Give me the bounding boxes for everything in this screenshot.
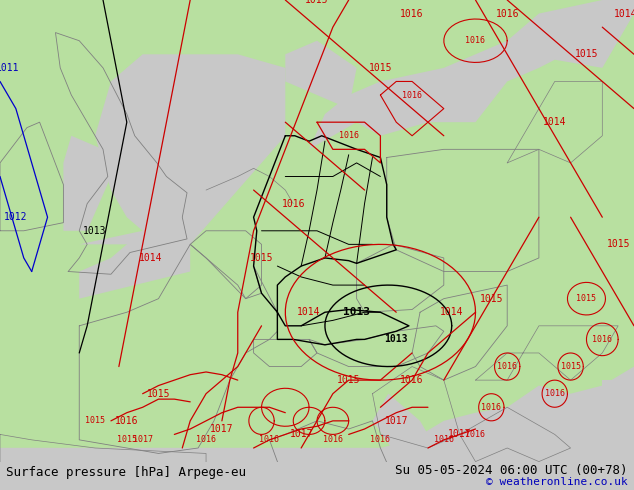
Text: 1015: 1015 [117,435,137,444]
Text: 1016: 1016 [339,131,359,140]
Text: 1016: 1016 [323,435,343,444]
Text: 1016: 1016 [465,430,486,439]
Text: 1013: 1013 [343,307,370,317]
Text: 1016: 1016 [497,362,517,371]
Polygon shape [269,421,412,490]
Text: 1016: 1016 [481,403,501,412]
Text: 1016: 1016 [196,435,216,444]
Polygon shape [391,125,399,136]
Text: 1013: 1013 [83,226,107,236]
Text: 1012: 1012 [4,212,28,222]
Text: 1015: 1015 [576,294,597,303]
Text: 1016: 1016 [370,435,391,444]
Text: 1017: 1017 [133,435,153,444]
Polygon shape [0,0,634,462]
Text: 1016: 1016 [115,416,139,426]
Text: 1014: 1014 [440,307,463,317]
Text: 1014: 1014 [139,253,162,263]
Text: 1016: 1016 [259,435,280,444]
Text: 1011: 1011 [0,63,20,73]
Text: Surface pressure [hPa] Arpege-eu: Surface pressure [hPa] Arpege-eu [6,466,247,479]
Text: 1015: 1015 [368,63,392,73]
Text: 1014: 1014 [297,307,321,317]
Polygon shape [63,136,111,231]
Polygon shape [309,114,330,136]
Text: 1015: 1015 [250,253,273,263]
Text: 1017: 1017 [448,429,472,440]
Polygon shape [373,393,468,490]
Polygon shape [285,60,330,141]
Polygon shape [0,122,63,231]
Text: 1013: 1013 [384,334,408,344]
Polygon shape [79,231,190,299]
Text: 1017: 1017 [289,429,313,440]
Text: 1014: 1014 [543,117,567,127]
Text: 1016: 1016 [400,375,424,385]
Text: 1015: 1015 [479,294,503,304]
Text: 1016: 1016 [592,335,612,344]
Text: 1015: 1015 [305,0,329,5]
Polygon shape [79,54,285,245]
Text: © weatheronline.co.uk: © weatheronline.co.uk [486,477,628,487]
Text: 1016: 1016 [495,9,519,19]
Text: 1017: 1017 [384,416,408,426]
Polygon shape [476,407,586,490]
Text: 1015: 1015 [560,362,581,371]
Text: 1014: 1014 [614,9,634,19]
Text: 1015: 1015 [146,389,171,399]
Text: Su 05-05-2024 06:00 UTC (00+78): Su 05-05-2024 06:00 UTC (00+78) [395,464,628,477]
Polygon shape [230,0,634,136]
Text: 1016: 1016 [402,91,422,99]
Text: 1016: 1016 [281,198,305,209]
Text: 1016: 1016 [465,36,486,45]
Text: 1016: 1016 [545,389,565,398]
Text: 1016: 1016 [434,435,454,444]
Text: 1016: 1016 [400,9,424,19]
Text: 1015: 1015 [606,240,630,249]
Polygon shape [602,380,634,462]
Polygon shape [341,109,360,136]
Text: 1017: 1017 [210,424,234,434]
Polygon shape [278,448,356,490]
Polygon shape [285,41,356,109]
Polygon shape [0,440,209,490]
Polygon shape [356,103,384,127]
Text: 1015: 1015 [574,49,598,59]
Polygon shape [309,0,634,149]
Polygon shape [56,32,187,274]
Text: 1015: 1015 [85,416,105,425]
Text: 1015: 1015 [337,375,361,385]
